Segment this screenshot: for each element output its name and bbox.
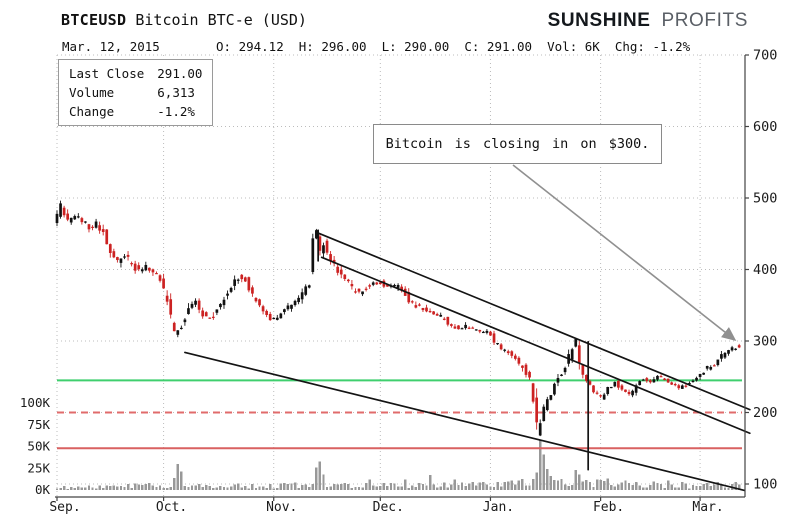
svg-text:500: 500 bbox=[753, 191, 777, 207]
svg-text:700: 700 bbox=[753, 48, 777, 64]
annotation-callout: Bitcoin is closing in on $300. bbox=[373, 124, 662, 164]
annotation-text: Bitcoin is closing in on $300. bbox=[385, 136, 650, 152]
last-close-value: 291.00 bbox=[157, 66, 203, 81]
instrument-name: Bitcoin BTC-e (USD) bbox=[135, 11, 307, 29]
svg-text:Nov.: Nov. bbox=[266, 500, 297, 515]
svg-text:75K: 75K bbox=[27, 417, 50, 432]
chart-title: BTCEUSD Bitcoin BTC-e (USD) bbox=[61, 11, 307, 29]
svg-text:Oct.: Oct. bbox=[156, 500, 187, 515]
last-close-label: Last Close bbox=[69, 66, 145, 81]
svg-text:200: 200 bbox=[753, 405, 777, 421]
volume-value: 6,313 bbox=[157, 85, 195, 100]
ohlc-quote-line: O: 294.12 H: 296.00 L: 290.00 C: 291.00 … bbox=[216, 39, 691, 54]
brand-profits-text: PROFITS bbox=[661, 10, 748, 31]
volume-label: Volume bbox=[69, 85, 115, 100]
brand-logo: SUNSHINE PROFITS bbox=[548, 10, 748, 32]
svg-text:0K: 0K bbox=[35, 482, 51, 497]
quote-date: Mar. 12, 2015 bbox=[62, 39, 160, 54]
svg-text:Dec.: Dec. bbox=[373, 500, 404, 515]
svg-text:600: 600 bbox=[753, 119, 777, 135]
svg-text:300: 300 bbox=[753, 334, 777, 350]
change-value: -1.2% bbox=[157, 104, 195, 119]
brand-sunshine-text: SUNSHINE bbox=[547, 10, 651, 31]
svg-text:25K: 25K bbox=[27, 460, 50, 475]
change-label: Change bbox=[69, 104, 115, 119]
svg-text:400: 400 bbox=[753, 262, 777, 278]
svg-text:50K: 50K bbox=[27, 439, 50, 454]
svg-text:100K: 100K bbox=[20, 395, 51, 410]
svg-text:Sep.: Sep. bbox=[49, 500, 80, 515]
last-close-panel: Last Close 291.00 Volume 6,313 Change -1… bbox=[58, 59, 214, 126]
svg-text:Feb.: Feb. bbox=[593, 500, 624, 515]
svg-text:Jan.: Jan. bbox=[483, 500, 514, 515]
ticker-symbol: BTCEUSD bbox=[61, 11, 127, 29]
svg-text:Mar.: Mar. bbox=[692, 500, 723, 515]
svg-text:100: 100 bbox=[753, 477, 777, 493]
